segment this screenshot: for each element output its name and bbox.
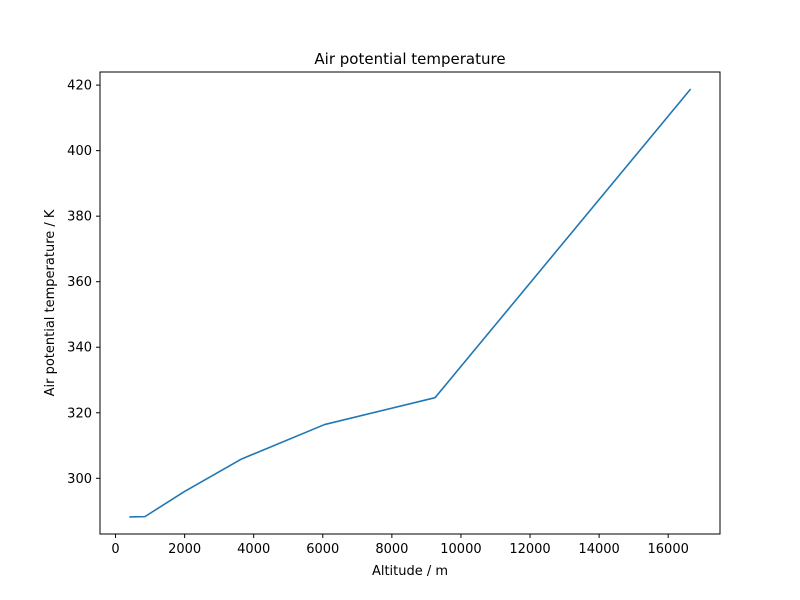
x-tick-label: 16000 — [648, 542, 689, 557]
y-tick-label: 400 — [67, 144, 92, 159]
x-axis-label: Altitude / m — [372, 564, 448, 579]
x-axis: 0 2000 4000 6000 8000 10000 12000 14000 16000 — [111, 534, 689, 557]
y-tick-label: 380 — [67, 210, 92, 225]
x-tick-label: 12000 — [509, 542, 550, 557]
x-tick-label: 0 — [111, 542, 119, 557]
x-tick-label: 14000 — [578, 542, 619, 557]
y-tick-label: 300 — [67, 472, 92, 487]
series-layer — [129, 88, 692, 518]
x-tick-label: 2000 — [168, 542, 201, 557]
chart-title: Air potential temperature — [314, 50, 505, 68]
x-tick-label: 6000 — [306, 542, 339, 557]
series-line — [129, 88, 692, 518]
x-tick-label: 10000 — [440, 542, 481, 557]
x-tick-label: 4000 — [237, 542, 270, 557]
plot-area — [99, 71, 721, 535]
x-tick-label: 8000 — [375, 542, 408, 557]
y-tick-label: 360 — [67, 275, 92, 290]
y-tick-label: 320 — [67, 406, 92, 421]
y-tick-label: 420 — [67, 79, 92, 94]
y-tick-label: 340 — [67, 341, 92, 356]
y-axis: 300 320 340 360 380 400 420 — [67, 79, 100, 487]
plot-frame — [99, 71, 721, 535]
y-axis-label: Air potential temperature / K — [43, 209, 58, 396]
